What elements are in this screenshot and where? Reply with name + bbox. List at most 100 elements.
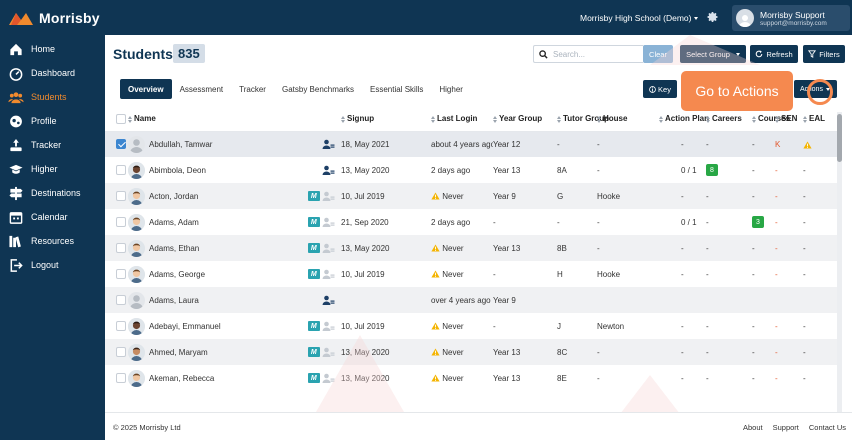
scrollbar-thumb[interactable] — [837, 114, 842, 162]
table-row[interactable]: Abimbola, Deon 13, May 2020 2 days ago Year… — [105, 157, 842, 183]
column-header-house[interactable]: House — [597, 107, 659, 132]
row-checkbox[interactable] — [116, 217, 126, 227]
column-header-action-plan[interactable]: Action Plan — [659, 107, 709, 132]
person-link-disabled-icon[interactable] — [322, 321, 335, 331]
row-checkbox[interactable] — [116, 165, 126, 175]
tab-higher[interactable]: Higher — [439, 84, 463, 94]
clear-button[interactable]: Clear — [643, 45, 673, 63]
tab-assessment[interactable]: Assessment — [179, 84, 224, 94]
footer-link-support[interactable]: Support — [772, 423, 799, 432]
morrisby-m-badge-icon[interactable]: M — [307, 217, 320, 228]
tab-tracker[interactable]: Tracker — [239, 84, 266, 94]
morrisby-m-badge-icon[interactable]: M — [307, 269, 320, 280]
student-name[interactable]: Ahmed, Maryam — [149, 347, 208, 357]
student-name[interactable]: Adams, George — [149, 269, 206, 279]
sidebar-item-destinations[interactable]: Destinations — [0, 181, 105, 205]
column-header-careers[interactable]: Careers — [706, 107, 752, 132]
cell-name[interactable]: Abimbola, Deon — [128, 157, 281, 183]
column-header-tutor-group[interactable]: Tutor Group — [557, 107, 609, 132]
sidebar-item-calendar[interactable]: Calendar — [0, 205, 105, 229]
person-link-disabled-icon[interactable] — [322, 243, 335, 253]
key-button[interactable]: Key — [643, 80, 677, 98]
sidebar-item-resources[interactable]: Resources — [0, 229, 105, 253]
sidebar-item-students[interactable]: Students — [0, 85, 105, 109]
table-row[interactable]: Adams, Ethan M 13, May 2020 Never Year 13 8… — [105, 235, 842, 261]
student-name[interactable]: Abdullah, Tamwar — [149, 139, 213, 149]
tab-overview[interactable]: Overview — [120, 79, 172, 99]
select-all-checkbox[interactable] — [116, 113, 126, 124]
cell-name[interactable]: Abdullah, Tamwar — [128, 131, 281, 157]
cell-careers[interactable]: 8 — [706, 157, 752, 183]
filters-button[interactable]: Filters — [803, 45, 845, 63]
cell-name[interactable]: Adams, Adam — [128, 209, 281, 235]
select-group-button[interactable]: Select Group — [680, 45, 746, 63]
gear-icon[interactable] — [707, 11, 719, 23]
student-name[interactable]: Adams, Laura — [149, 295, 199, 305]
tab-gatsby-benchmarks[interactable]: Gatsby Benchmarks — [281, 84, 355, 94]
cell-name[interactable]: Adams, Ethan — [128, 235, 281, 261]
person-link-icon[interactable] — [322, 295, 335, 305]
column-header-eal[interactable]: EAL — [803, 107, 842, 132]
search-input[interactable] — [553, 49, 633, 59]
sidebar-item-dashboard[interactable]: Dashboard — [0, 61, 105, 85]
person-link-icon[interactable] — [322, 139, 335, 150]
row-checkbox[interactable] — [116, 373, 126, 383]
student-name[interactable]: Abimbola, Deon — [149, 165, 206, 175]
student-name[interactable]: Acton, Jordan — [149, 191, 199, 201]
sidebar-item-home[interactable]: Home — [0, 37, 105, 61]
person-link-icon[interactable] — [322, 165, 335, 175]
table-row[interactable]: Adams, George M 10, Jul 2019 Never - H Hooke… — [105, 261, 842, 287]
cell-name[interactable]: Adams, George — [128, 261, 281, 287]
person-link-disabled-icon[interactable] — [322, 347, 335, 357]
student-name[interactable]: Adams, Adam — [149, 217, 199, 227]
sidebar-item-tracker[interactable]: Tracker — [0, 133, 105, 157]
table-row[interactable]: Ahmed, Maryam M 13, May 2020 Never Year 13… — [105, 339, 842, 365]
student-name[interactable]: Adebayi, Emmanuel — [149, 321, 221, 331]
footer-link-about[interactable]: About — [743, 423, 763, 432]
column-header-year-group[interactable]: Year Group — [493, 107, 557, 132]
footer-link-contact-us[interactable]: Contact Us — [808, 423, 846, 432]
student-name[interactable]: Akeman, Rebecca — [149, 373, 215, 383]
row-checkbox[interactable] — [116, 347, 126, 357]
morrisby-m-badge-icon[interactable]: M — [307, 347, 320, 358]
cell-courses[interactable]: 3 — [752, 209, 775, 235]
cell-name[interactable]: Ahmed, Maryam — [128, 339, 281, 365]
user-menu[interactable]: Morrisby Support support@morrisby.com — [732, 5, 850, 31]
person-link-disabled-icon[interactable] — [322, 269, 335, 279]
brand-logo[interactable]: Morrisby — [0, 0, 105, 36]
table-row[interactable]: Adams, Laura over 4 years ago Year 9 — [105, 287, 842, 313]
refresh-button[interactable]: Refresh — [750, 45, 798, 63]
column-header-last-login[interactable]: Last Login — [431, 107, 493, 132]
student-name[interactable]: Adams, Ethan — [149, 243, 200, 253]
morrisby-m-badge-icon[interactable]: M — [307, 243, 320, 254]
table-row[interactable]: Adebayi, Emmanuel M 10, Jul 2019 Never - J N… — [105, 313, 842, 339]
sidebar-item-logout[interactable]: Logout — [0, 253, 105, 277]
row-checkbox[interactable] — [116, 191, 126, 201]
person-link-disabled-icon[interactable] — [322, 217, 335, 227]
column-header-signup[interactable]: Signup — [341, 107, 431, 132]
table-row[interactable]: Abdullah, Tamwar 18, May 2021 about 4 year… — [105, 131, 842, 157]
column-header-name[interactable]: Name — [128, 107, 281, 132]
row-checkbox[interactable] — [116, 321, 126, 331]
row-checkbox[interactable] — [116, 269, 126, 279]
person-link-disabled-icon[interactable] — [322, 191, 335, 201]
morrisby-m-badge-icon[interactable]: M — [307, 191, 320, 202]
tab-essential-skills[interactable]: Essential Skills — [370, 84, 424, 94]
sidebar-item-profile[interactable]: Profile — [0, 109, 105, 133]
column-header-courses[interactable]: Courses — [752, 107, 790, 132]
cell-name[interactable]: Acton, Jordan — [128, 183, 281, 209]
row-checkbox[interactable] — [116, 243, 126, 253]
morrisby-m-badge-icon[interactable]: M — [307, 321, 320, 332]
row-checkbox[interactable] — [116, 295, 126, 305]
morrisby-m-badge-icon[interactable]: M — [307, 373, 320, 384]
column-header-sen[interactable]: SEN — [775, 107, 803, 132]
cell-name[interactable]: Adebayi, Emmanuel — [128, 313, 281, 339]
cell-name[interactable]: Akeman, Rebecca — [128, 365, 281, 391]
table-row[interactable]: Akeman, Rebecca M 13, May 2020 Never Year … — [105, 365, 842, 391]
row-checkbox[interactable] — [116, 139, 126, 150]
table-row[interactable]: Adams, Adam M 21, Sep 2020 2 days ago - - -0 … — [105, 209, 842, 235]
sidebar-item-higher[interactable]: Higher — [0, 157, 105, 181]
school-selector[interactable]: Morrisby High School (Demo) — [580, 13, 699, 23]
person-link-disabled-icon[interactable] — [322, 373, 335, 383]
